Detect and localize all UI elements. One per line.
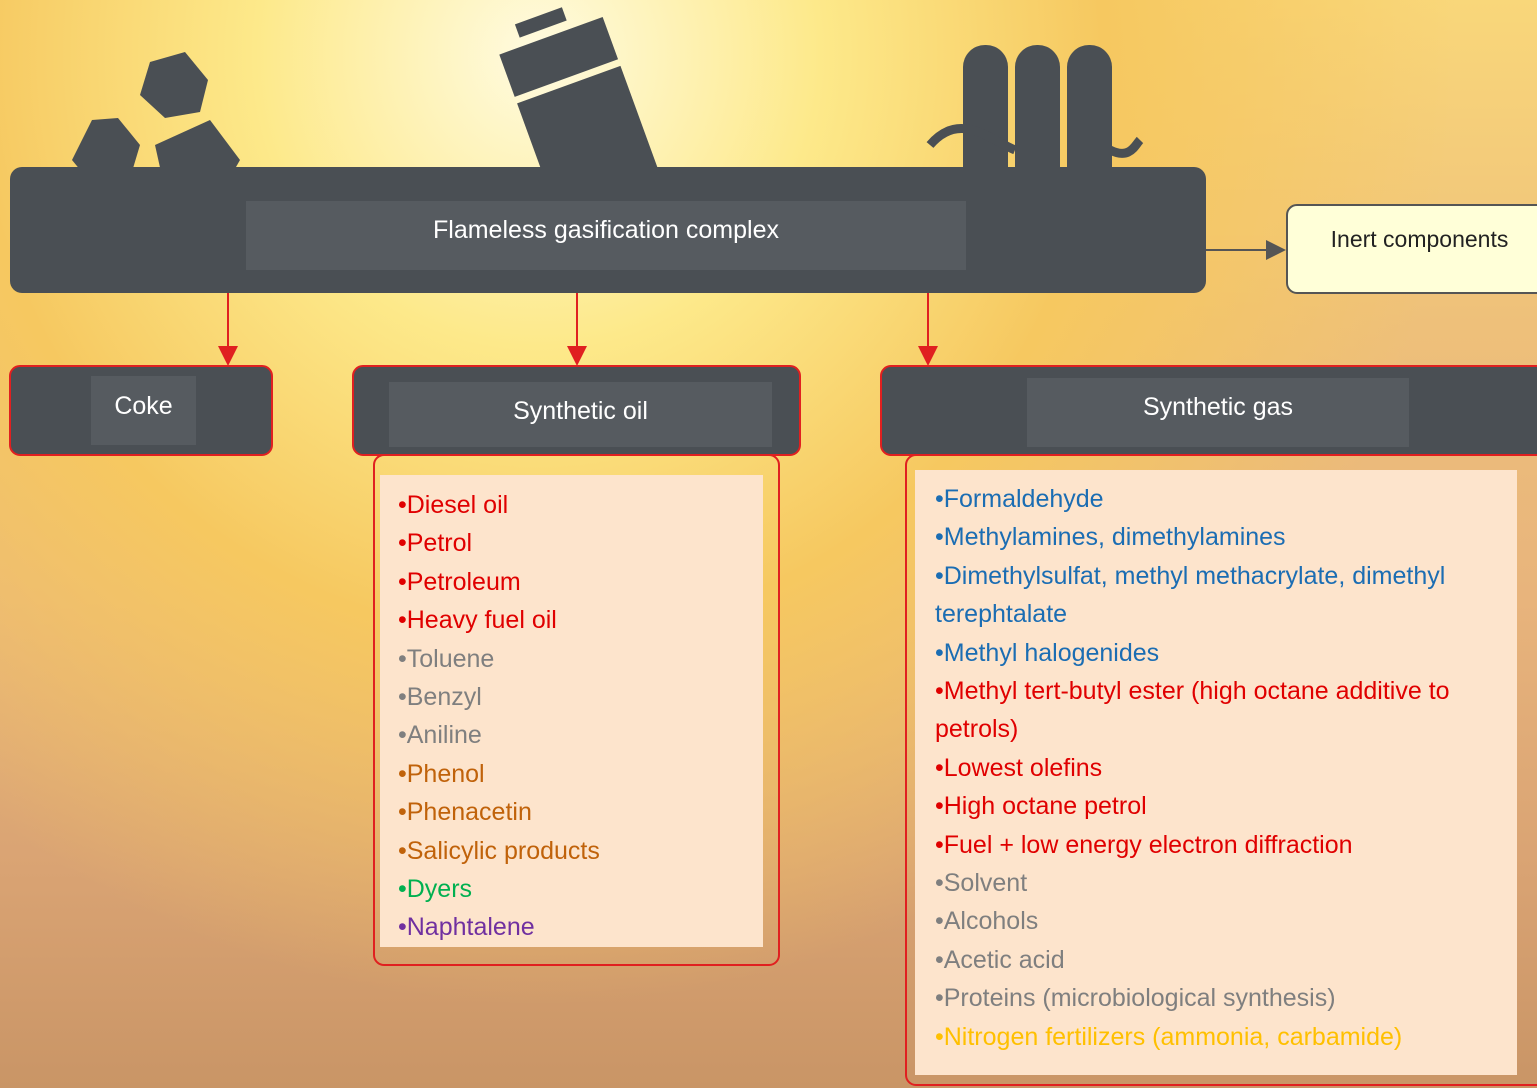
coke-label: Coke <box>91 392 196 421</box>
list-item: •Naphtalene <box>398 908 758 946</box>
list-item: •Phenacetin <box>398 793 758 831</box>
list-item: •Acetic acid <box>935 941 1480 979</box>
list-item: •Benzyl <box>398 678 758 716</box>
list-item: •Toluene <box>398 640 758 678</box>
list-item: •Petroleum <box>398 563 758 601</box>
list-item: •Methyl tert-butyl ester (high octane ad… <box>935 672 1480 749</box>
arrows <box>228 293 928 364</box>
list-item: •Diesel oil <box>398 486 758 524</box>
list-item: •Methyl halogenides <box>935 634 1480 672</box>
list-item: •Proteins (microbiological synthesis) <box>935 979 1480 1017</box>
list-item: •Nitrogen fertilizers (ammonia, carbamid… <box>935 1018 1480 1056</box>
list-item: •Aniline <box>398 716 758 754</box>
list-item: •Methylamines, dimethylamines <box>935 518 1480 556</box>
gas-list: •Formaldehyde•Methylamines, dimethylamin… <box>935 480 1480 1056</box>
main-label: Flameless gasification complex <box>246 216 966 245</box>
list-item: •High octane petrol <box>935 787 1480 825</box>
oil-list: •Diesel oil•Petrol•Petroleum•Heavy fuel … <box>398 486 758 947</box>
list-item: •Phenol <box>398 755 758 793</box>
list-item: •Solvent <box>935 864 1480 902</box>
list-item: •Petrol <box>398 524 758 562</box>
list-item: •Heavy fuel oil <box>398 601 758 639</box>
list-item: •Salicylic products <box>398 832 758 870</box>
list-item: •Alcohols <box>935 902 1480 940</box>
oil-label: Synthetic oil <box>389 397 772 426</box>
list-item: •Lowest olefins <box>935 749 1480 787</box>
list-item: •Formaldehyde <box>935 480 1480 518</box>
list-item: •Dimethylsulfat, methyl methacrylate, di… <box>935 557 1480 634</box>
list-item: •Fuel + low energy electron diffraction <box>935 826 1480 864</box>
page: Flameless gasification complex Inert com… <box>0 0 1537 1088</box>
list-item: •Dyers <box>398 870 758 908</box>
gas-label: Synthetic gas <box>1027 393 1409 422</box>
inert-label: Inert components <box>1287 226 1537 253</box>
